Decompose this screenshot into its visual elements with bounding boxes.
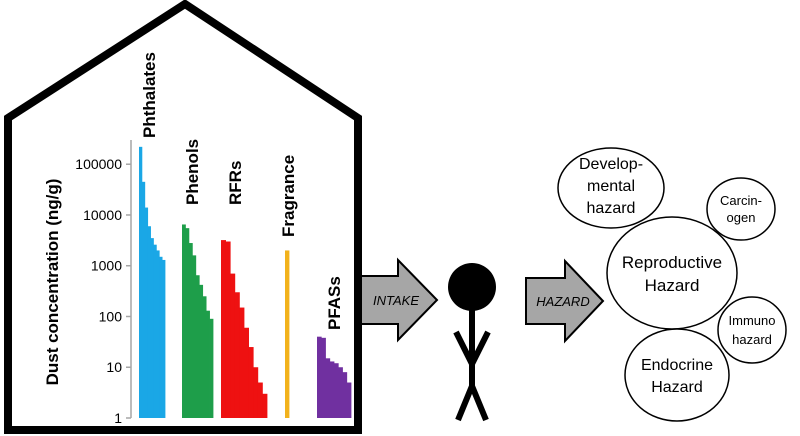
person-figure <box>448 263 496 422</box>
bubble-carcinogen: Carcin- ogen <box>706 177 776 241</box>
bar-phthalates <box>141 181 146 418</box>
bar-phthalates <box>147 226 151 418</box>
bar-pfass <box>325 358 331 418</box>
carcinogen-circle <box>706 177 776 241</box>
bar-phenols <box>185 228 190 418</box>
bar-phenols <box>182 224 186 418</box>
hazard-label: HAZARD <box>536 294 589 309</box>
y-tick-label: 1000 <box>91 258 122 274</box>
bar-pfass <box>338 367 343 418</box>
bar-rfrs <box>234 292 240 418</box>
developmental-line-3: hazard <box>587 200 636 217</box>
bubble-endocrine: Endocrine Hazard <box>624 328 730 422</box>
bar-phenols <box>188 243 193 418</box>
bar-rfrs <box>221 240 226 418</box>
bar-rfrs <box>262 393 268 418</box>
bar-phthalates <box>156 250 160 418</box>
bar-pfass <box>321 337 326 418</box>
intake-arrow: INTAKE <box>360 257 439 343</box>
bar-fragrance <box>285 250 290 418</box>
bar-rfrs <box>253 367 259 418</box>
carcinogen-line-2: ogen <box>727 210 756 225</box>
bar-rfrs <box>244 327 249 418</box>
bar-pfass <box>342 372 348 418</box>
intake-label: INTAKE <box>373 293 419 308</box>
bar-phthalates <box>153 244 157 418</box>
bar-phthalates <box>139 146 143 418</box>
bar-phenols <box>209 318 214 418</box>
group-label-phthalates: Phthalates <box>140 52 159 138</box>
bar-phenols <box>195 275 200 418</box>
reproductive-line-1: Reproductive <box>622 253 722 272</box>
bar-phenols <box>206 310 210 418</box>
immuno-line-2: hazard <box>732 332 772 347</box>
endocrine-line-2: Hazard <box>651 379 703 396</box>
group-label-phenols: Phenols <box>183 139 202 205</box>
immuno-circle <box>717 296 787 364</box>
y-axis-label: Dust concentration (ng/g) <box>43 179 62 386</box>
developmental-circle <box>557 147 665 229</box>
bubble-reproductive: Reproductive Hazard <box>606 216 738 330</box>
bar-phthalates <box>150 238 154 418</box>
carcinogen-line-1: Carcin- <box>720 193 762 208</box>
y-tick-label: 10 <box>106 359 122 375</box>
group-label-rfrs: RFRs <box>226 161 245 205</box>
bubble-developmental: Develop- mental hazard <box>557 147 665 229</box>
group-label-pfass: PFASs <box>325 276 344 330</box>
group-label-fragrance: Fragrance <box>279 155 298 237</box>
bar-phthalates <box>144 207 149 418</box>
endocrine-circle <box>624 328 730 422</box>
bar-rfrs <box>230 273 236 418</box>
bar-pfass <box>317 336 322 418</box>
developmental-line-2: mental <box>587 178 635 195</box>
y-tick-label: 100 <box>99 308 123 324</box>
bar-pfass <box>334 363 339 418</box>
y-axis: 1 10 100 1000 10000 100000 <box>75 140 132 426</box>
person-arms <box>453 330 491 367</box>
y-tick-label: 1 <box>114 410 122 426</box>
bars <box>139 146 352 418</box>
bar-phthalates <box>159 256 163 418</box>
person-head <box>448 263 496 311</box>
bubble-immuno: Immuno hazard <box>717 296 787 364</box>
hazard-arrow: HAZARD <box>525 258 605 344</box>
reproductive-line-2: Hazard <box>645 276 700 295</box>
person-legs <box>455 383 489 422</box>
endocrine-line-1: Endocrine <box>641 357 713 374</box>
bar-phenols <box>199 284 204 418</box>
y-tick-label: 10000 <box>83 207 122 223</box>
bar-rfrs <box>257 382 263 418</box>
bar-phenols <box>202 296 207 418</box>
bar-pfass <box>329 361 335 418</box>
y-ticks: 1 10 100 1000 10000 100000 <box>75 156 131 426</box>
bar-pfass <box>346 382 352 418</box>
intake-arrow-shape <box>360 257 439 343</box>
bar-rfrs <box>225 241 231 418</box>
immuno-line-1: Immuno <box>729 313 776 328</box>
house-outline <box>4 0 362 434</box>
bar-rfrs <box>239 307 245 418</box>
y-tick-label: 100000 <box>75 156 122 172</box>
bar-rfrs <box>248 347 254 418</box>
reproductive-circle <box>606 216 738 330</box>
developmental-line-1: Develop- <box>579 156 643 173</box>
hazard-arrow-shape <box>525 258 605 344</box>
bar-phenols <box>192 255 197 418</box>
bar-phthalates <box>162 259 166 418</box>
